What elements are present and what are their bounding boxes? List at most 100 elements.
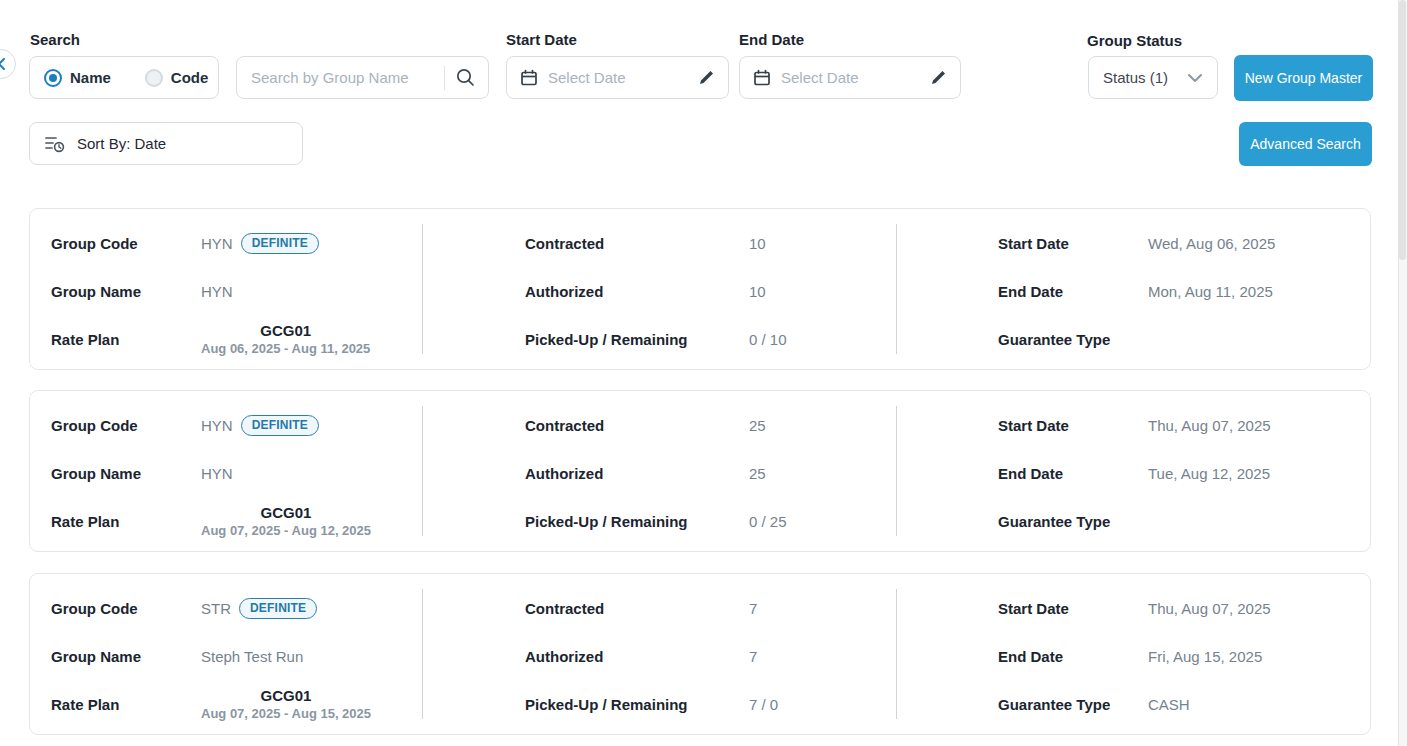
authorized-value: 25 (749, 465, 766, 482)
advanced-search-button[interactable]: Advanced Search (1239, 122, 1372, 166)
card-column-divider (422, 406, 423, 536)
authorized-row: Authorized 10 (422, 274, 896, 308)
authorized-label: Authorized (525, 465, 749, 482)
group-code-row: Group Code HYN DEFINITE (30, 408, 422, 442)
start-date-row: Start Date Wed, Aug 06, 2025 (896, 226, 1370, 260)
rate-plan-row: Rate Plan GCG01 Aug 07, 2025 - Aug 12, 2… (30, 504, 422, 538)
calendar-icon (753, 69, 771, 87)
group-status-dropdown[interactable]: Status (1) (1088, 56, 1218, 99)
start-date-field (506, 56, 729, 99)
start-date-value: Thu, Aug 07, 2025 (1148, 600, 1271, 617)
card-column-divider (896, 406, 897, 536)
group-name-row: Group Name HYN (30, 274, 422, 308)
authorized-value: 10 (749, 283, 766, 300)
contracted-row: Contracted 7 (422, 591, 896, 625)
guarantee-type-label: Guarantee Type (998, 513, 1148, 530)
search-section-label: Search (30, 31, 80, 48)
rate-plan-row: Rate Plan GCG01 Aug 07, 2025 - Aug 15, 2… (30, 687, 422, 721)
group-search-page: Search Start Date End Date Group Status … (0, 0, 1407, 746)
scrollbar-thumb[interactable] (1399, 0, 1406, 260)
search-input[interactable] (251, 69, 434, 86)
end-date-label: End Date (998, 648, 1148, 665)
status-badge: DEFINITE (241, 415, 319, 436)
group-code-row: Group Code STR DEFINITE (30, 591, 422, 625)
radio-unselected-icon (145, 69, 163, 87)
search-divider (444, 66, 445, 90)
card-column-divider (422, 589, 423, 719)
group-name-label: Group Name (51, 465, 201, 482)
contracted-row: Contracted 10 (422, 226, 896, 260)
collapse-panel-button[interactable] (0, 49, 16, 79)
start-date-row: Start Date Thu, Aug 07, 2025 (896, 591, 1370, 625)
group-code-label: Group Code (51, 235, 201, 252)
group-name-row: Group Name Steph Test Run (30, 639, 422, 673)
guarantee-type-row: Guarantee Type (896, 504, 1370, 538)
authorized-value: 7 (749, 648, 757, 665)
scrollbar-track[interactable] (1398, 0, 1407, 746)
group-code-row: Group Code HYN DEFINITE (30, 226, 422, 260)
rate-plan-dates: Aug 06, 2025 - Aug 11, 2025 (201, 341, 370, 356)
group-card[interactable]: Group Code HYN DEFINITE Group Name HYN R… (29, 390, 1371, 552)
contracted-value: 7 (749, 600, 757, 617)
picked-up-value: 7 / 0 (749, 696, 778, 713)
rate-plan-code: GCG01 (201, 322, 370, 339)
radio-code[interactable]: Code (145, 69, 209, 87)
card-column-divider (896, 224, 897, 354)
end-date-value: Mon, Aug 11, 2025 (1148, 283, 1273, 300)
end-date-field (739, 56, 961, 99)
end-date-value: Fri, Aug 15, 2025 (1148, 648, 1262, 665)
picked-up-label: Picked-Up / Remaining (525, 513, 749, 530)
rate-plan-dates: Aug 07, 2025 - Aug 15, 2025 (201, 706, 371, 721)
picked-up-row: Picked-Up / Remaining 0 / 10 (422, 322, 896, 356)
contracted-label: Contracted (525, 417, 749, 434)
search-field (236, 56, 489, 99)
picked-up-label: Picked-Up / Remaining (525, 331, 749, 348)
picked-up-value: 0 / 10 (749, 331, 787, 348)
guarantee-type-label: Guarantee Type (998, 331, 1148, 348)
contracted-label: Contracted (525, 235, 749, 252)
chevron-left-icon (0, 58, 6, 70)
start-date-value: Wed, Aug 06, 2025 (1148, 235, 1275, 252)
sort-by-dropdown[interactable]: Sort By: Date (29, 122, 303, 165)
authorized-row: Authorized 7 (422, 639, 896, 673)
group-card[interactable]: Group Code STR DEFINITE Group Name Steph… (29, 573, 1371, 735)
edit-pencil-icon[interactable] (698, 69, 715, 86)
sort-by-time-icon (44, 134, 66, 154)
rate-plan-label: Rate Plan (51, 513, 201, 530)
start-date-label: Start Date (506, 31, 577, 48)
end-date-input[interactable] (781, 69, 920, 86)
new-group-master-button[interactable]: New Group Master (1234, 55, 1373, 101)
end-date-label: End Date (998, 465, 1148, 482)
group-code-label: Group Code (51, 600, 201, 617)
end-date-row: End Date Tue, Aug 12, 2025 (896, 456, 1370, 490)
radio-name-label: Name (70, 69, 111, 86)
radio-name[interactable]: Name (44, 69, 111, 87)
start-date-label: Start Date (998, 235, 1148, 252)
picked-up-label: Picked-Up / Remaining (525, 696, 749, 713)
group-card[interactable]: Group Code HYN DEFINITE Group Name HYN R… (29, 208, 1371, 370)
sort-by-label: Sort By: Date (77, 135, 166, 152)
search-icon[interactable] (455, 67, 476, 88)
end-date-label: End Date (739, 31, 804, 48)
edit-pencil-icon[interactable] (930, 69, 947, 86)
rate-plan-row: Rate Plan GCG01 Aug 06, 2025 - Aug 11, 2… (30, 322, 422, 356)
rate-plan-dates: Aug 07, 2025 - Aug 12, 2025 (201, 523, 371, 538)
rate-plan-code: GCG01 (201, 504, 371, 521)
start-date-row: Start Date Thu, Aug 07, 2025 (896, 408, 1370, 442)
group-name-row: Group Name HYN (30, 456, 422, 490)
authorized-label: Authorized (525, 648, 749, 665)
group-code-value: HYN (201, 417, 233, 434)
group-name-value: Steph Test Run (201, 648, 303, 665)
calendar-icon (520, 69, 538, 87)
status-badge: DEFINITE (239, 598, 317, 619)
authorized-label: Authorized (525, 283, 749, 300)
card-column-divider (422, 224, 423, 354)
end-date-row: End Date Mon, Aug 11, 2025 (896, 274, 1370, 308)
start-date-input[interactable] (548, 69, 688, 86)
end-date-value: Tue, Aug 12, 2025 (1148, 465, 1270, 482)
card-column-divider (896, 589, 897, 719)
end-date-row: End Date Fri, Aug 15, 2025 (896, 639, 1370, 673)
group-name-value: HYN (201, 465, 233, 482)
group-status-value: Status (1) (1103, 69, 1168, 86)
start-date-value: Thu, Aug 07, 2025 (1148, 417, 1271, 434)
